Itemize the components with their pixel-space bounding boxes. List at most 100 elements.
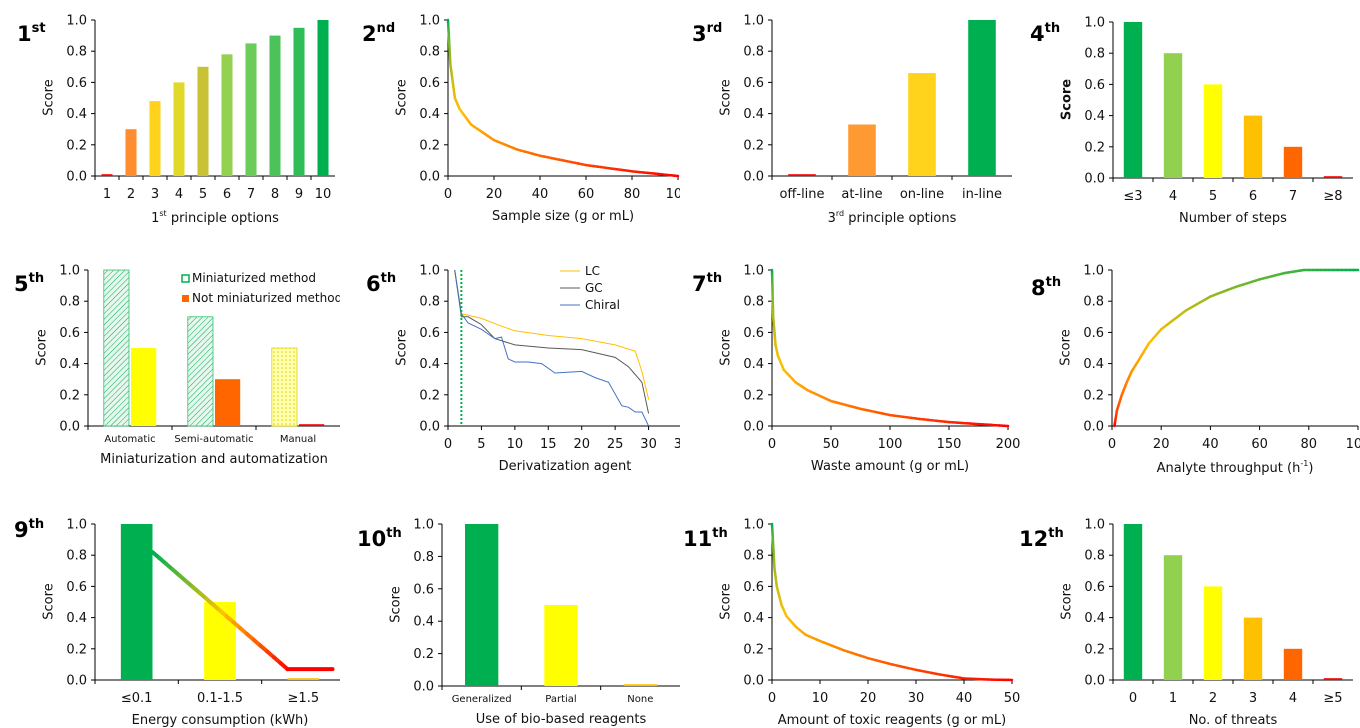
bar: [293, 28, 304, 176]
panel-label: 6th: [366, 272, 396, 295]
y-tick-label: 0.2: [59, 388, 80, 403]
y-tick-label: 0.0: [1084, 172, 1105, 187]
y-tick-label: 0.4: [66, 107, 87, 122]
y-axis-title: Score: [1060, 572, 1075, 632]
y-tick-label: 0.8: [743, 45, 764, 60]
bar: [544, 605, 577, 686]
y-tick-label: 0.2: [1084, 140, 1105, 155]
panel-label-number: 10: [357, 527, 386, 551]
y-tick-label: 1.0: [1083, 264, 1104, 279]
y-tick-label: 1.0: [743, 264, 764, 279]
panel-label: 4th: [1030, 22, 1060, 45]
y-tick-label: 0.2: [66, 138, 87, 153]
x-tick-label: 2: [127, 187, 135, 202]
legend-label: Miniaturized method: [192, 271, 316, 285]
panel-label-suffix: th: [29, 517, 44, 532]
x-tick-label: 5: [1209, 189, 1217, 204]
panel-label: 1st: [17, 22, 46, 45]
x-tick-label: 40: [1202, 437, 1219, 452]
y-tick-label: 0.0: [66, 170, 87, 185]
panel-label-number: 6: [366, 272, 381, 296]
x-tick-label: 0: [444, 437, 452, 452]
y-tick-label: 0.8: [419, 45, 440, 60]
y-axis-title: Score: [42, 572, 57, 632]
y-tick-label: 0.4: [419, 357, 440, 372]
panel-label-number: 7: [692, 272, 707, 296]
x-tick-label: 100: [1346, 437, 1360, 452]
x-axis-title: Miniaturization and automatization: [88, 452, 340, 467]
y-tick-label: 0.8: [59, 295, 80, 310]
y-tick-label: 1.0: [1084, 518, 1105, 533]
y-tick-label: 0.2: [413, 647, 434, 662]
panel-label-number: 9: [14, 518, 29, 542]
y-tick-label: 0.4: [419, 107, 440, 122]
axis-title-text: Number of steps: [1179, 211, 1287, 226]
x-tick-label: 100: [878, 437, 903, 452]
panel-label-suffix: th: [707, 271, 722, 286]
y-axis-title: Score: [719, 68, 734, 128]
y-tick-label: 0.0: [419, 170, 440, 185]
y-tick-label: 1.0: [419, 264, 440, 279]
panel-label-number: 2: [362, 22, 377, 46]
bar: [624, 684, 657, 686]
axis-title-pre: 3: [828, 211, 836, 226]
panel-label-number: 5: [14, 272, 29, 296]
x-tick-label: 6: [223, 187, 231, 202]
axis-title-text: Sample size (g or mL): [492, 209, 634, 224]
bar: [465, 524, 498, 686]
x-tick-label: 20: [860, 691, 877, 706]
x-tick-label: 10: [315, 187, 332, 202]
x-axis-title: 3rd principle options: [772, 209, 1012, 226]
y-tick-label: 0.8: [419, 295, 440, 310]
legend-swatch: [182, 275, 189, 282]
x-tick-label: 1: [103, 187, 111, 202]
y-tick-label: 0.0: [743, 170, 764, 185]
bar: [101, 174, 112, 176]
y-tick-label: 0.6: [743, 580, 764, 595]
bar: [125, 129, 136, 176]
y-tick-label: 1.0: [743, 14, 764, 29]
y-tick-label: 0.6: [413, 582, 434, 597]
y-tick-label: 0.4: [59, 357, 80, 372]
legend-label: GC: [585, 281, 603, 295]
x-tick-label: 3: [1249, 691, 1257, 706]
y-tick-label: 0.0: [66, 674, 87, 689]
bar: [1204, 586, 1222, 680]
panel-label: 10th: [357, 527, 402, 550]
bar: [173, 82, 184, 176]
series-line: [455, 270, 649, 414]
x-tick-label: 9: [295, 187, 303, 202]
x-tick-label: 40: [956, 691, 973, 706]
x-tick-label: Automatic: [104, 434, 155, 445]
bar: [221, 54, 232, 176]
x-tick-label: 4: [1289, 691, 1297, 706]
bar: [1124, 524, 1142, 680]
y-tick-label: 1.0: [413, 518, 434, 533]
x-tick-label: 4: [175, 187, 183, 202]
y-tick-label: 1.0: [59, 264, 80, 279]
x-tick-label: 200: [996, 437, 1020, 452]
y-tick-label: 0.8: [1084, 549, 1105, 564]
x-tick-label: 10: [812, 691, 829, 706]
y-axis-title: Score: [719, 572, 734, 632]
bar: [848, 125, 876, 176]
bar: [288, 678, 320, 680]
bar: [299, 424, 324, 426]
y-tick-label: 0.4: [1084, 611, 1105, 626]
y-tick-label: 0.6: [66, 580, 87, 595]
bar: [197, 67, 208, 176]
y-axis-title: Score: [42, 68, 57, 128]
legend-label: Not miniaturized method: [192, 291, 340, 305]
y-axis-title: Score: [35, 318, 50, 378]
x-tick-label: 0: [444, 187, 452, 202]
y-tick-label: 0.6: [419, 76, 440, 91]
y-tick-label: 1.0: [66, 518, 87, 533]
y-tick-label: 0.2: [419, 138, 440, 153]
panel-label-suffix: th: [1048, 526, 1063, 541]
bar: [149, 101, 160, 176]
y-tick-label: 0.0: [743, 420, 764, 435]
x-tick-label: off-line: [779, 187, 824, 202]
y-tick-label: 0.8: [413, 550, 434, 565]
